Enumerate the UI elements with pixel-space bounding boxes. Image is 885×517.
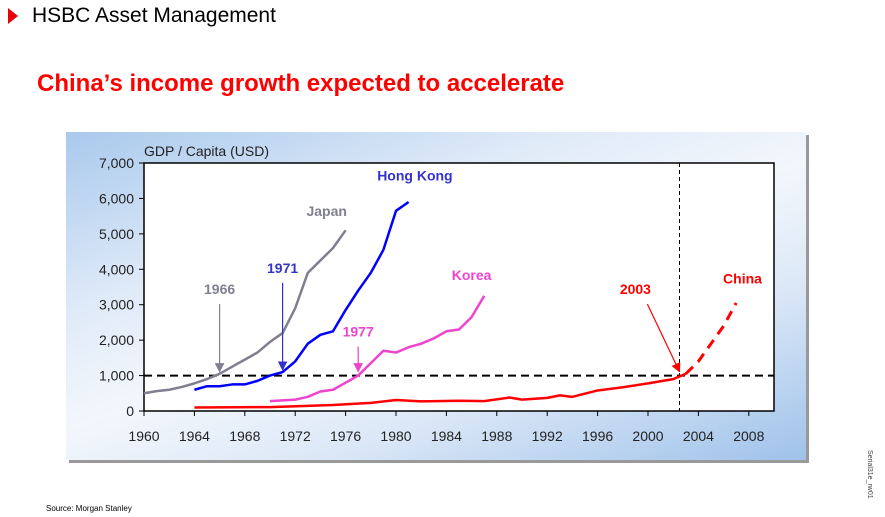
plot-area — [143, 162, 775, 412]
header: HSBC Asset Management — [8, 4, 276, 28]
x-tick-label: 2000 — [632, 428, 663, 444]
y-tick-label: 3,000 — [99, 297, 134, 313]
y-tick-label: 4,000 — [99, 261, 134, 277]
annotation-label: 1977 — [343, 324, 374, 340]
y-tick-label: 5,000 — [99, 226, 134, 242]
series-line-hong-kong — [194, 200, 410, 391]
y-tick-label: 7,000 — [99, 155, 134, 171]
slide-title: China’s income growth expected to accele… — [37, 70, 565, 97]
x-tick-label: 1988 — [481, 428, 512, 444]
y-tick-label: 2,000 — [99, 332, 134, 348]
x-tick-label: 1992 — [532, 428, 563, 444]
series-line-korea — [269, 295, 486, 403]
x-tick-label: 1976 — [330, 428, 361, 444]
series-line-china — [194, 372, 687, 409]
x-tick-label: 1984 — [431, 428, 462, 444]
x-tick-label: 2004 — [683, 428, 714, 444]
header-title: HSBC Asset Management — [32, 4, 276, 27]
series-line-japan — [143, 229, 347, 395]
x-tick-label: 1960 — [128, 428, 159, 444]
y-tick-label: 0 — [126, 403, 134, 419]
x-tick-label: 1996 — [582, 428, 613, 444]
x-tick-label: 2008 — [733, 428, 764, 444]
annotation-label: 2003 — [620, 281, 651, 297]
y-tick-label: 6,000 — [99, 190, 134, 206]
annotation-label: Korea — [452, 267, 492, 283]
x-tick-label: 1968 — [229, 428, 260, 444]
source-note: Source: Morgan Stanley — [46, 504, 132, 513]
y-tick-label: 1,000 — [99, 368, 134, 384]
annotation-label: 1971 — [267, 260, 298, 276]
triangle-bullet-icon — [8, 8, 18, 24]
annotation-label: 1966 — [204, 281, 235, 297]
series-line-china-projected — [684, 302, 738, 375]
annotation-label: Japan — [306, 203, 346, 219]
annotation-label: China — [723, 270, 762, 286]
x-tick-label: 1972 — [280, 428, 311, 444]
x-tick-label: 1980 — [380, 428, 411, 444]
slide-code: Serial31e_rw01 — [866, 450, 873, 499]
y-axis-label: GDP / Capita (USD) — [144, 143, 269, 159]
annotation-arrow — [646, 303, 681, 373]
x-tick-label: 1964 — [179, 428, 210, 444]
annotation-label: Hong Kong — [377, 168, 452, 184]
